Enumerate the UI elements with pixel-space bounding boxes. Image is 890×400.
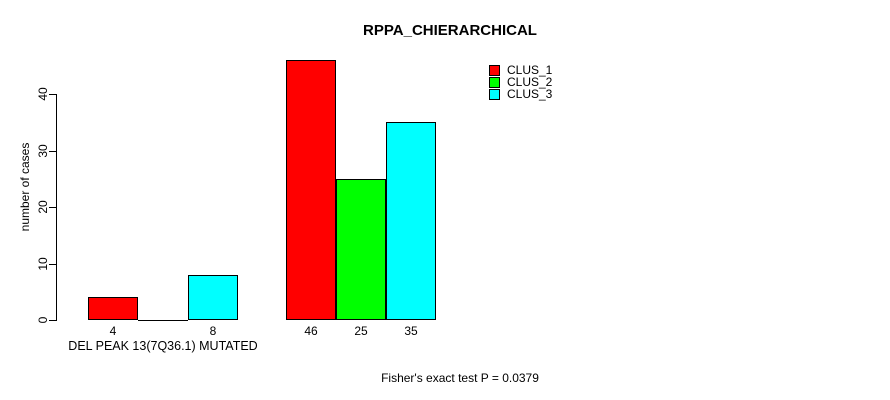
y-axis-tick-label: 20 (36, 200, 50, 214)
chart-title: RPPA_CHIERARCHICAL (363, 22, 537, 39)
bar-value-label: 25 (354, 324, 368, 338)
bar-value-label: 35 (404, 324, 418, 338)
x-axis-group-label: DEL PEAK 13(7Q36.1) MUTATED (68, 339, 258, 353)
bar-clus_3 (188, 275, 238, 320)
legend: CLUS_1 CLUS_2 CLUS_3 (489, 64, 552, 100)
legend-swatch-icon (489, 64, 500, 76)
legend-label: CLUS_3 (507, 87, 553, 101)
fisher-test-annotation: Fisher's exact test P = 0.0379 (381, 371, 539, 385)
y-axis-tick (49, 320, 56, 321)
y-axis-label: number of cases (18, 142, 32, 232)
y-axis-tick (49, 94, 56, 95)
bar-clus_1 (88, 297, 138, 320)
legend-swatch-icon (489, 88, 500, 100)
y-axis-tick (49, 151, 56, 152)
bar-value-label: 8 (209, 324, 217, 338)
y-axis-tick (49, 207, 56, 208)
bar-clus_3 (386, 122, 436, 320)
legend-label: CLUS_2 (507, 75, 553, 89)
bar-clus_2 (336, 179, 386, 320)
bar-clus_1 (286, 60, 336, 320)
y-axis-tick-label: 0 (36, 316, 50, 324)
legend-item: CLUS_3 (489, 88, 552, 100)
legend-swatch-icon (489, 76, 500, 88)
legend-item: CLUS_2 (489, 76, 552, 88)
bar-value-label: 46 (304, 324, 318, 338)
y-axis-tick-label: 30 (36, 144, 50, 158)
y-axis-tick (49, 264, 56, 265)
y-axis-tick-label: 10 (36, 257, 50, 271)
bar-clus_2-zero (138, 320, 188, 321)
y-axis-tick-label: 40 (36, 87, 50, 101)
bar-value-label: 4 (109, 324, 117, 338)
legend-label: CLUS_1 (507, 63, 553, 77)
legend-item: CLUS_1 (489, 64, 552, 76)
y-axis-line (56, 94, 57, 321)
